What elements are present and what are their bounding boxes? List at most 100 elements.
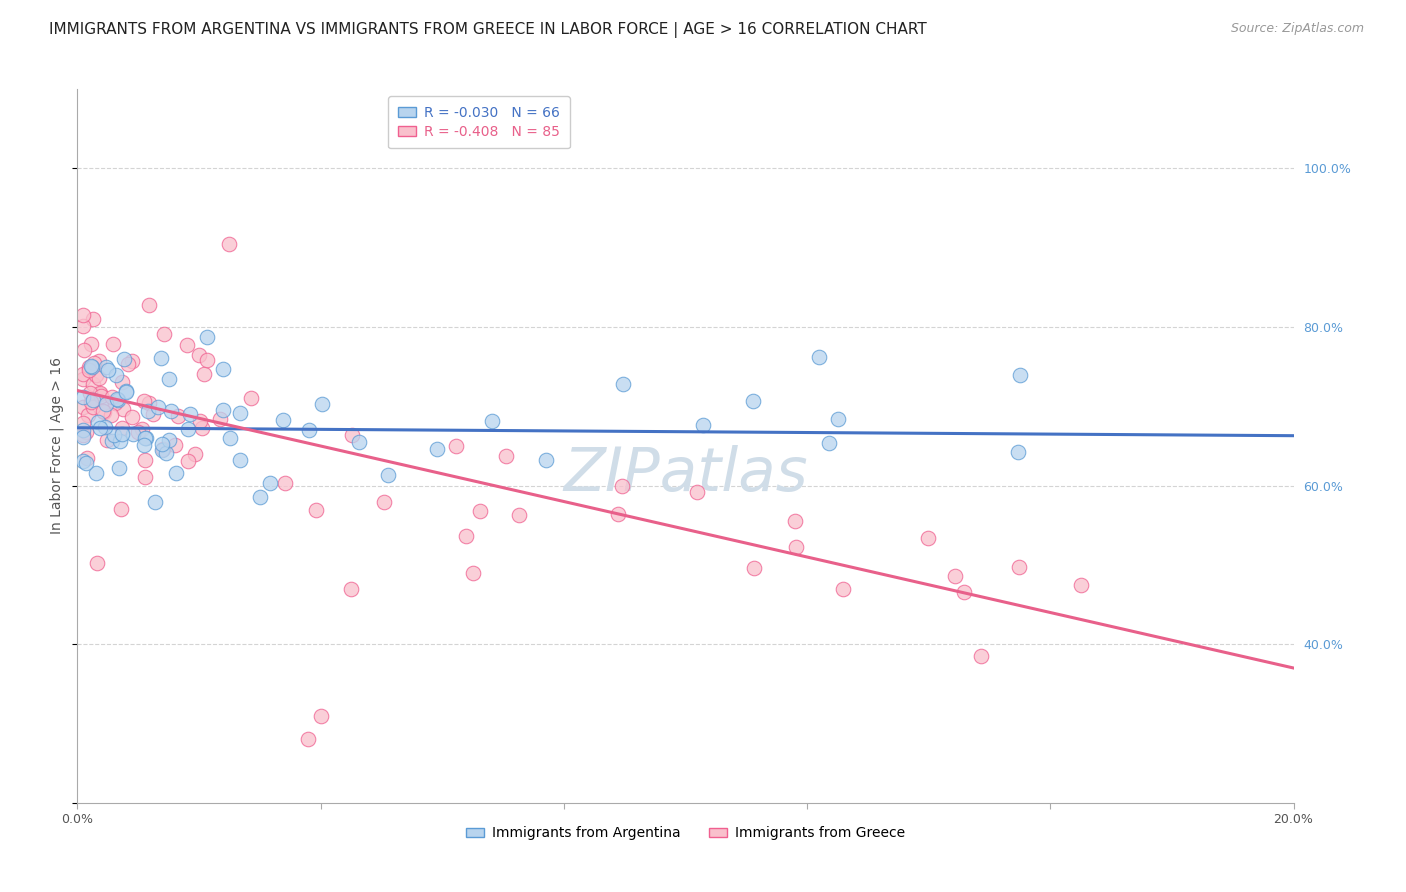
Point xyxy=(91,404,114,418)
Point xyxy=(340,582,363,596)
Point xyxy=(100,390,122,404)
Point xyxy=(105,392,128,407)
Point xyxy=(76,408,98,422)
Point xyxy=(134,453,156,467)
Point xyxy=(219,431,242,445)
Point xyxy=(1008,368,1031,382)
Point xyxy=(107,392,129,407)
Point xyxy=(157,372,180,386)
Point xyxy=(377,468,399,483)
Point xyxy=(612,377,634,392)
Point xyxy=(188,348,211,362)
Text: IMMIGRANTS FROM ARGENTINA VS IMMIGRANTS FROM GREECE IN LABOR FORCE | AGE > 16 CO: IMMIGRANTS FROM ARGENTINA VS IMMIGRANTS … xyxy=(49,22,927,38)
Point xyxy=(72,372,94,386)
Point xyxy=(742,561,765,575)
Point xyxy=(134,470,156,484)
Point xyxy=(90,389,112,403)
Point xyxy=(193,368,215,382)
Point xyxy=(103,427,125,442)
Point xyxy=(142,407,165,421)
Point xyxy=(686,485,709,500)
Point xyxy=(97,362,120,376)
Point xyxy=(785,540,807,554)
Point xyxy=(94,397,117,411)
Point xyxy=(104,368,127,382)
Text: Source: ZipAtlas.com: Source: ZipAtlas.com xyxy=(1230,22,1364,36)
Point xyxy=(80,359,103,373)
Point xyxy=(191,421,214,435)
Point xyxy=(77,363,100,377)
Point xyxy=(114,384,136,398)
Point xyxy=(132,394,155,409)
Point xyxy=(155,446,177,460)
Point xyxy=(807,350,830,364)
Point xyxy=(72,367,94,381)
Point xyxy=(131,422,153,436)
Point xyxy=(468,504,491,518)
Point xyxy=(86,467,108,481)
Point xyxy=(75,456,97,470)
Point xyxy=(607,508,630,522)
Point xyxy=(89,387,111,401)
Point xyxy=(86,556,108,570)
Point xyxy=(190,414,212,428)
Point xyxy=(508,508,530,523)
Point xyxy=(101,336,124,351)
Point xyxy=(426,442,449,456)
Point xyxy=(218,236,240,251)
Point xyxy=(495,450,517,464)
Point xyxy=(94,419,117,434)
Point xyxy=(82,400,104,414)
Point xyxy=(87,353,110,368)
Point xyxy=(134,431,156,445)
Point xyxy=(305,502,328,516)
Point xyxy=(100,408,122,422)
Point xyxy=(970,648,993,663)
Point xyxy=(117,357,139,371)
Point xyxy=(298,423,321,437)
Point xyxy=(89,386,111,401)
Point xyxy=(145,495,167,509)
Point xyxy=(122,426,145,441)
Point xyxy=(208,412,231,426)
Point xyxy=(461,566,484,580)
Point xyxy=(534,452,557,467)
Point xyxy=(72,401,94,415)
Point xyxy=(184,447,207,461)
Legend: Immigrants from Argentina, Immigrants from Greece: Immigrants from Argentina, Immigrants fr… xyxy=(460,821,911,846)
Point xyxy=(82,312,104,326)
Point xyxy=(72,427,94,442)
Point xyxy=(96,433,118,447)
Point xyxy=(111,376,134,390)
Point xyxy=(1008,560,1031,574)
Point xyxy=(249,490,271,504)
Point xyxy=(108,434,131,449)
Y-axis label: In Labor Force | Age > 16: In Labor Force | Age > 16 xyxy=(49,358,65,534)
Point xyxy=(152,442,174,456)
Point xyxy=(454,529,477,543)
Point xyxy=(111,426,134,441)
Point xyxy=(444,439,467,453)
Point xyxy=(72,423,94,437)
Point xyxy=(112,402,135,417)
Point xyxy=(742,393,765,408)
Point xyxy=(159,403,181,417)
Point xyxy=(229,453,252,467)
Point xyxy=(692,418,714,433)
Point xyxy=(240,391,263,405)
Point xyxy=(917,531,939,545)
Point xyxy=(176,453,198,467)
Point xyxy=(72,430,94,444)
Point xyxy=(108,460,131,475)
Point xyxy=(150,442,173,457)
Point xyxy=(110,501,132,516)
Point xyxy=(75,425,97,439)
Point xyxy=(89,421,111,435)
Point xyxy=(72,308,94,322)
Point xyxy=(1070,578,1092,592)
Point xyxy=(101,434,124,448)
Point xyxy=(135,431,157,445)
Point xyxy=(136,404,159,418)
Point xyxy=(271,413,294,427)
Point xyxy=(817,436,839,450)
